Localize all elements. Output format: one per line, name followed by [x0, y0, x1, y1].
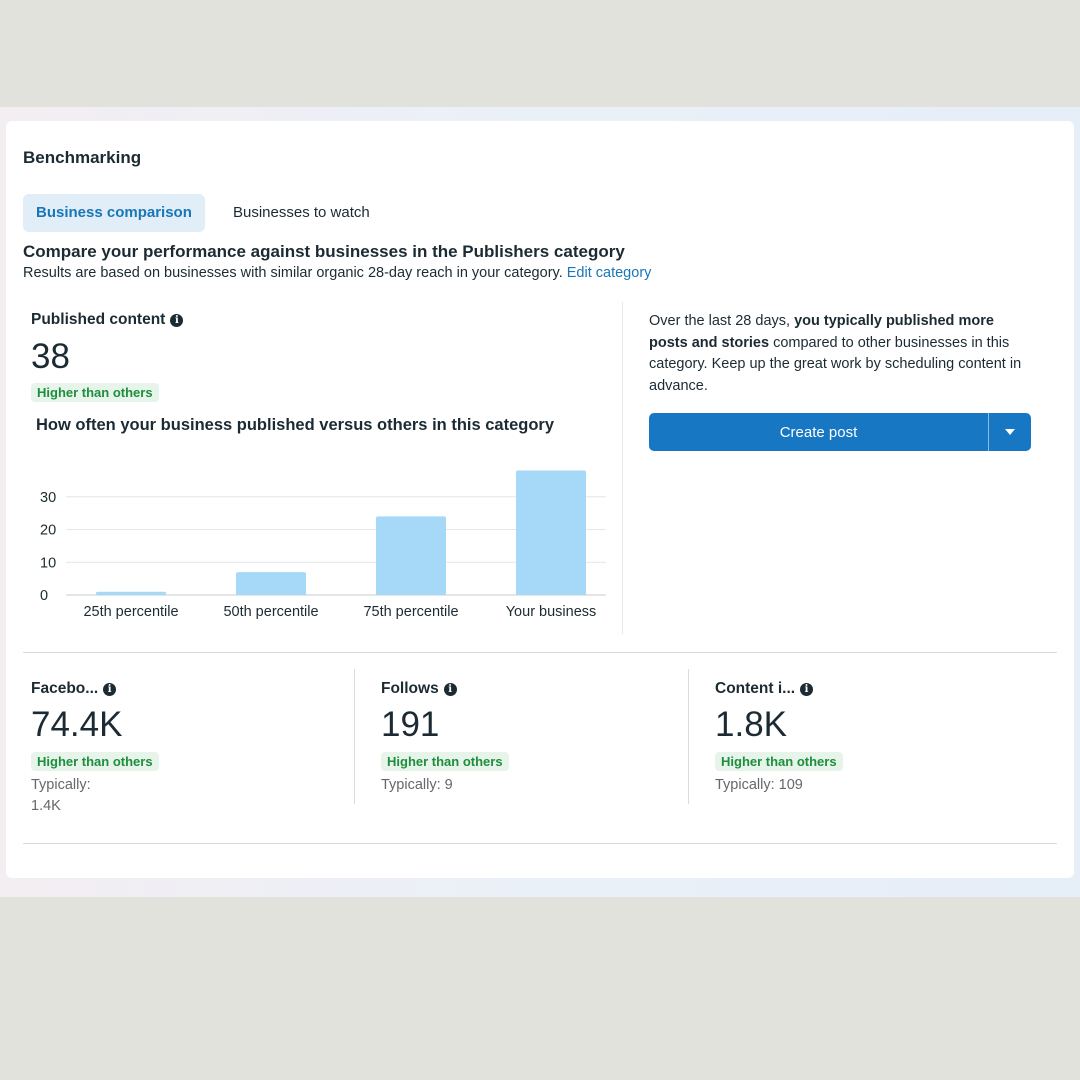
stat-divider	[354, 669, 355, 804]
published-content-value: 38	[31, 337, 70, 376]
edit-category-link[interactable]: Edit category	[566, 265, 652, 281]
y-tick-label: 0	[40, 588, 48, 604]
published-content-label: Published content i	[31, 311, 184, 329]
typical-label: Typically:	[715, 777, 775, 793]
typical-value: 1.4K	[31, 798, 61, 814]
stat-label-facebook: Facebo... i	[31, 680, 117, 698]
stat-label-follows: Follows i	[381, 680, 457, 698]
chart-bar[interactable]	[516, 470, 586, 595]
typical-value: 9	[444, 777, 453, 793]
stat-value-follows: 191	[381, 705, 440, 744]
insight-text-after: compared to other businesses in this cat…	[649, 334, 1022, 394]
chart-title: How often your business published versus…	[36, 416, 555, 434]
stat-value-content: 1.8K	[715, 705, 787, 744]
subheading-text: Results are based on businesses with sim…	[23, 265, 563, 281]
info-icon[interactable]: i	[103, 682, 117, 696]
x-tick-label: Your business	[506, 604, 597, 620]
status-badge: Higher than others	[381, 752, 509, 771]
insight-text: Over the last 28 days, you typically pub…	[649, 311, 1029, 397]
y-tick-label: 20	[40, 523, 56, 539]
bottom-divider	[23, 843, 1057, 844]
status-badge: Higher than others	[31, 383, 159, 402]
stat-value-facebook: 74.4K	[31, 705, 123, 744]
status-badge: Higher than others	[31, 752, 159, 771]
typical-follows: Typically: 9	[381, 775, 453, 796]
x-tick-label: 25th percentile	[83, 604, 178, 620]
stat-label-text: Content i...	[715, 680, 796, 697]
info-icon[interactable]: i	[170, 313, 184, 327]
comparison-subheading: Results are based on businesses with sim…	[23, 265, 651, 281]
stat-label-text: Facebo...	[31, 680, 99, 697]
chart-bar[interactable]	[236, 572, 306, 595]
stat-label-content: Content i... i	[715, 680, 814, 698]
create-post-button-group: Create post	[649, 413, 1031, 451]
create-post-dropdown-button[interactable]	[988, 413, 1031, 451]
y-tick-label: 10	[40, 555, 56, 571]
create-post-button[interactable]: Create post	[649, 413, 988, 451]
vertical-divider	[622, 302, 623, 634]
tab-business-comparison[interactable]: Business comparison	[23, 194, 205, 232]
published-content-label-text: Published content	[31, 311, 166, 328]
insight-text-before: Over the last 28 days,	[649, 313, 795, 329]
stat-divider	[688, 669, 689, 804]
typical-facebook: Typically: 1.4K	[31, 775, 91, 817]
comparison-heading: Compare your performance against busines…	[23, 242, 625, 261]
status-badge: Higher than others	[715, 752, 843, 771]
insight-text-bold: you typically published more posts and s…	[649, 313, 994, 351]
info-icon[interactable]: i	[800, 682, 814, 696]
chevron-down-icon	[1005, 429, 1015, 435]
tab-businesses-to-watch[interactable]: Businesses to watch	[233, 204, 370, 221]
stat-label-text: Follows	[381, 680, 439, 697]
x-tick-label: 50th percentile	[223, 604, 318, 620]
typical-label: Typically:	[31, 777, 91, 793]
typical-content: Typically: 109	[715, 775, 803, 796]
typical-label: Typically:	[381, 777, 441, 793]
benchmarking-card: Benchmarking Business comparison Busines…	[6, 121, 1074, 878]
section-divider	[23, 652, 1057, 653]
x-tick-label: 75th percentile	[363, 604, 458, 620]
info-icon[interactable]: i	[443, 682, 457, 696]
typical-value: 109	[778, 777, 803, 793]
chart-bar[interactable]	[96, 591, 166, 595]
page-title: Benchmarking	[23, 148, 142, 167]
published-chart: 0 10 20 30 25th percentile 50th percentile 75…	[40, 470, 606, 620]
chart-bar[interactable]	[376, 516, 446, 595]
y-tick-label: 30	[40, 490, 56, 506]
